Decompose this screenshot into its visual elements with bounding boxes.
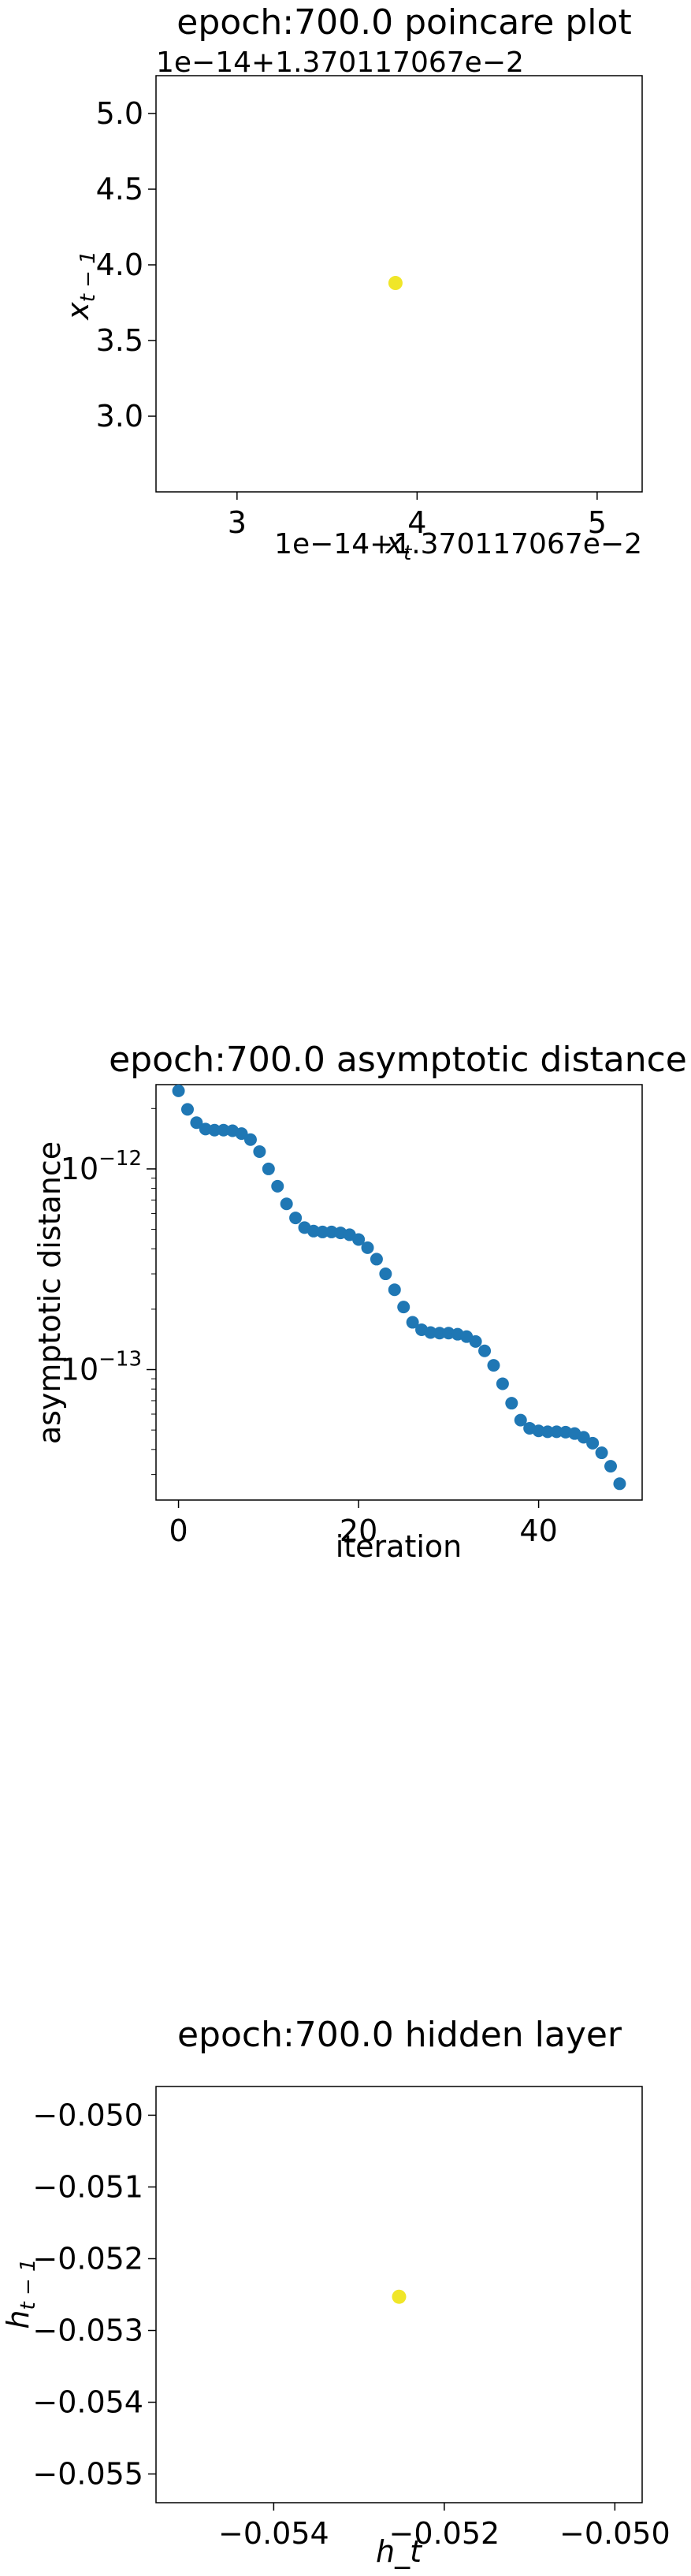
y-tick-label: 10−12 [61,1147,142,1186]
data-point [379,1268,392,1281]
data-point [586,1436,600,1450]
poincare-y-ticks: 3.0 3.5 4.0 4.5 5.0 [96,96,156,434]
poincare-x-ticks: 3 4 5 [228,492,607,540]
data-point [613,1477,626,1491]
y-tick-label: 3.0 [96,399,143,434]
x-tick-label: 0 [169,1513,188,1548]
x-tick-label: 5 [588,505,607,540]
data-point [370,1253,383,1266]
y-tick-label: 3.5 [96,323,143,358]
data-point [604,1460,618,1473]
x-tick-label: −0.052 [389,2516,500,2551]
data-point [253,1145,266,1158]
x-tick-label: 20 [340,1513,377,1548]
data-point [235,1127,248,1141]
data-point [180,1103,194,1116]
data-point [469,1335,482,1348]
data-point [172,1084,185,1097]
asymptotic-x-axis-label: iteration [336,1529,463,1564]
x-tick-label: −0.050 [559,2516,671,2551]
data-point [352,1233,366,1246]
data-point [243,1133,257,1146]
x-tick-label: −0.054 [218,2516,329,2551]
data-point [190,1116,203,1130]
poincare-points [388,276,403,291]
data-point [496,1377,509,1390]
data-point [388,276,403,291]
hidden-layer-y-axis-label: ht − 1 [1,2258,40,2328]
hidden-layer-title: epoch:700.0 hidden layer [177,2015,622,2055]
y-tick-label: −0.054 [32,2385,143,2420]
y-tick-label: −0.051 [32,2169,143,2204]
data-point [262,1162,275,1175]
asymptotic-y-ticks: 10−13 10−12 [61,1107,156,1476]
poincare-x-offset-label: 1e−14+1.370117067e−2 [274,528,642,560]
y-tick-label: −0.055 [32,2457,143,2492]
y-tick-label: 5.0 [96,96,143,131]
data-point [316,1225,329,1238]
data-point [478,1344,492,1357]
y-tick-label: 4.5 [96,172,143,207]
data-point [595,1446,608,1460]
data-point [550,1425,563,1439]
y-tick-label: −0.052 [32,2241,143,2276]
x-tick-label: 40 [519,1513,557,1548]
data-point [208,1123,221,1137]
data-point [280,1197,293,1211]
y-tick-label: −0.053 [32,2314,143,2348]
data-point [577,1431,590,1444]
poincare-y-axis-label: xt − 1 [61,251,100,321]
data-point [514,1413,527,1427]
asymptotic-distance-title: epoch:700.0 asymptotic distance [109,1040,687,1080]
asymptotic-y-axis-label: asymptotic distance [32,1141,67,1444]
poincare-plot-chart: epoch:700.0 poincare plot 1e−14+1.370117… [61,2,643,565]
asymptotic-distance-chart: epoch:700.0 asymptotic distance 0 20 40 10… [32,1040,687,1564]
data-point [271,1179,284,1193]
hidden-layer-x-ticks: −0.054 −0.052 −0.050 [218,2503,671,2551]
hidden-layer-points [392,2289,407,2304]
data-point [397,1301,411,1314]
y-tick-label: −0.050 [32,2098,143,2132]
data-point [505,1397,518,1410]
y-tick-label: 10−13 [61,1348,142,1387]
data-point [361,1241,374,1254]
data-point [217,1123,230,1137]
y-tick-label: 4.0 [96,248,143,282]
x-tick-label: 4 [407,505,426,540]
poincare-plot-title: epoch:700.0 poincare plot [176,2,631,43]
data-point [424,1326,437,1339]
hidden-layer-y-ticks: −0.055 −0.054 −0.053 −0.052 −0.051 −0.050 [32,2098,156,2492]
data-point [487,1359,500,1372]
data-point [406,1316,419,1329]
data-point [289,1212,303,1225]
hidden-layer-x-axis-label: h_t [376,2534,423,2569]
x-tick-label: 3 [228,505,247,540]
hidden-layer-chart: epoch:700.0 hidden layer −0.054 −0.052 −0.… [1,2015,671,2569]
asymptotic-points [172,1084,626,1491]
data-point [392,2289,407,2304]
poincare-y-offset-label: 1e−14+1.370117067e−2 [156,47,524,79]
data-point [433,1327,446,1340]
data-point [388,1283,401,1297]
asymptotic-x-ticks: 0 20 40 [169,1500,558,1548]
data-point [541,1425,555,1439]
